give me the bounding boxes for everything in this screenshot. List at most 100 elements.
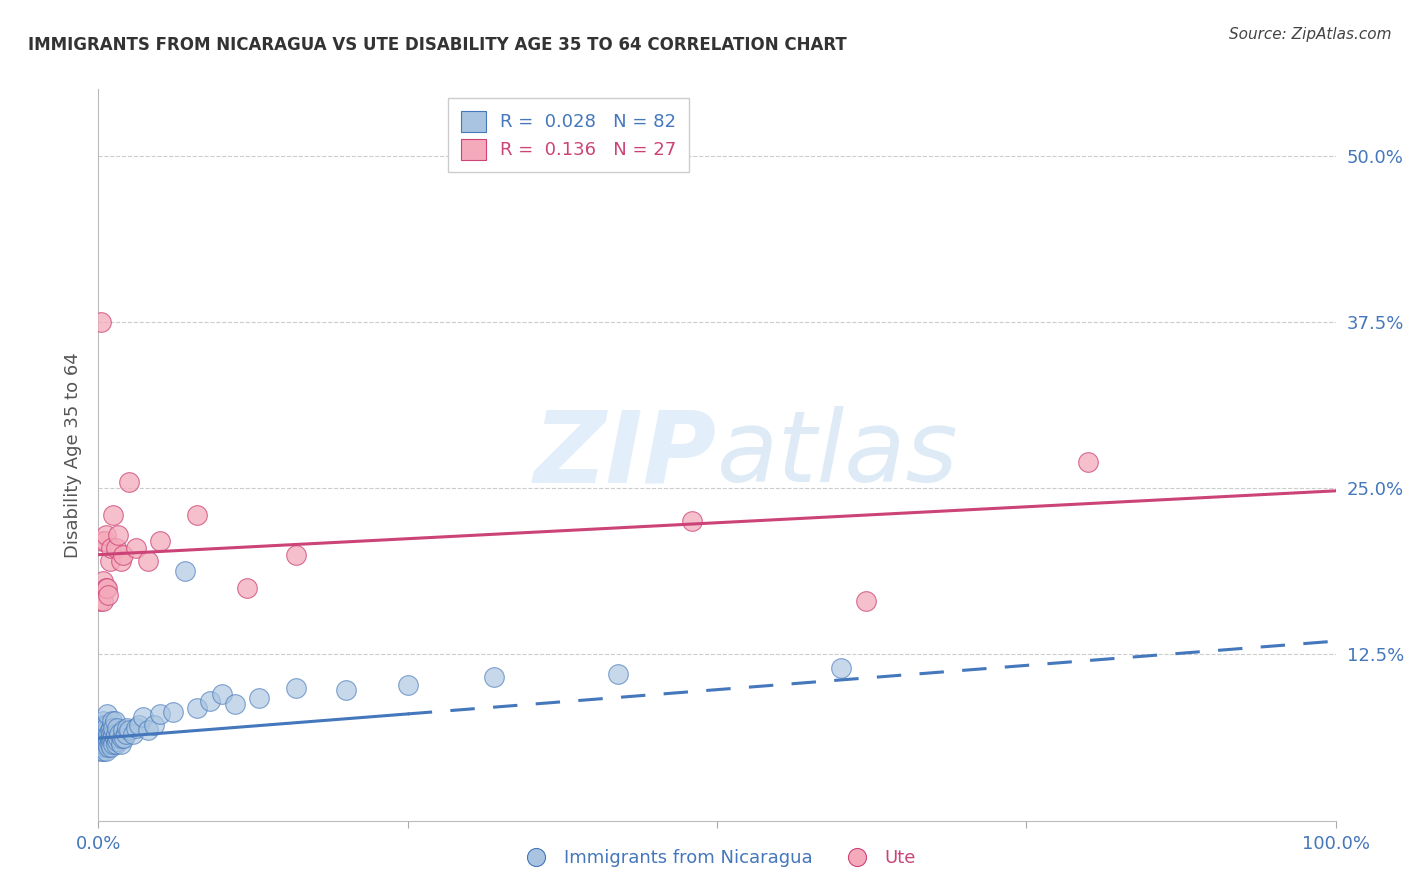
Point [186,508,208,522]
Point [112,723,135,738]
Text: Source: ZipAtlas.com: Source: ZipAtlas.com [1229,27,1392,42]
Point [97,588,120,602]
Point [90,731,112,746]
Point [110,737,132,751]
Point [93,731,115,746]
Point [89,740,111,755]
Point [111,731,134,746]
Point [149,534,172,549]
Point [93,714,115,728]
Legend: Immigrants from Nicaragua, Ute: Immigrants from Nicaragua, Ute [512,842,922,874]
Point [101,714,124,728]
Point [124,541,146,555]
Point [211,687,233,701]
Point [98,723,121,738]
Point [105,721,128,735]
Text: IMMIGRANTS FROM NICARAGUA VS UTE DISABILITY AGE 35 TO 64 CORRELATION CHART: IMMIGRANTS FROM NICARAGUA VS UTE DISABIL… [28,36,846,54]
Point [98,731,121,746]
Point [93,718,115,732]
Point [198,694,221,708]
Point [89,594,111,608]
Point [93,574,115,589]
Point [96,731,118,746]
Point [1077,454,1099,468]
Point [103,727,125,741]
Point [94,740,117,755]
Point [115,721,138,735]
Point [91,737,114,751]
Point [124,721,146,735]
Point [93,594,115,608]
Point [285,681,308,695]
Point [136,723,159,738]
Point [122,727,145,741]
Point [90,721,112,735]
Point [94,734,117,748]
Point [91,723,114,738]
Point [96,723,118,738]
Point [103,721,125,735]
Point [236,581,259,595]
Point [107,731,129,746]
Point [90,315,112,329]
Point [143,718,166,732]
Point [136,554,159,568]
Point [114,727,136,741]
Point [96,718,118,732]
Point [132,710,155,724]
Point [93,737,115,751]
Point [98,737,121,751]
Point [103,737,125,751]
Point [89,734,111,748]
Point [93,727,115,741]
Point [174,564,197,578]
Point [186,700,208,714]
Point [681,515,703,529]
Point [91,740,114,755]
Point [103,714,125,728]
Point [93,734,115,748]
Point [94,744,117,758]
Point [855,594,877,608]
Point [97,727,120,741]
Point [96,581,118,595]
Point [247,691,270,706]
Point [112,548,135,562]
Point [162,705,184,719]
Point [100,727,122,741]
Point [128,718,150,732]
Point [94,721,117,735]
Point [91,718,114,732]
Point [100,541,122,555]
Point [97,734,120,748]
Point [104,737,127,751]
Point [90,737,112,751]
Point [94,527,117,541]
Point [94,581,117,595]
Point [96,707,118,722]
Point [94,727,117,741]
Point [112,731,135,746]
Point [830,661,852,675]
Point [104,727,127,741]
Point [110,554,132,568]
Point [105,734,128,748]
Point [90,744,112,758]
Point [91,534,114,549]
Point [91,731,114,746]
Text: atlas: atlas [717,407,959,503]
Point [93,723,115,738]
Point [101,731,124,746]
Point [98,554,121,568]
Point [89,727,111,741]
Point [100,734,122,748]
Point [149,707,172,722]
Point [484,670,506,684]
Point [607,667,630,681]
Point [97,740,120,755]
Point [100,721,122,735]
Point [285,548,308,562]
Point [118,475,141,489]
Point [118,723,141,738]
Point [103,731,125,746]
